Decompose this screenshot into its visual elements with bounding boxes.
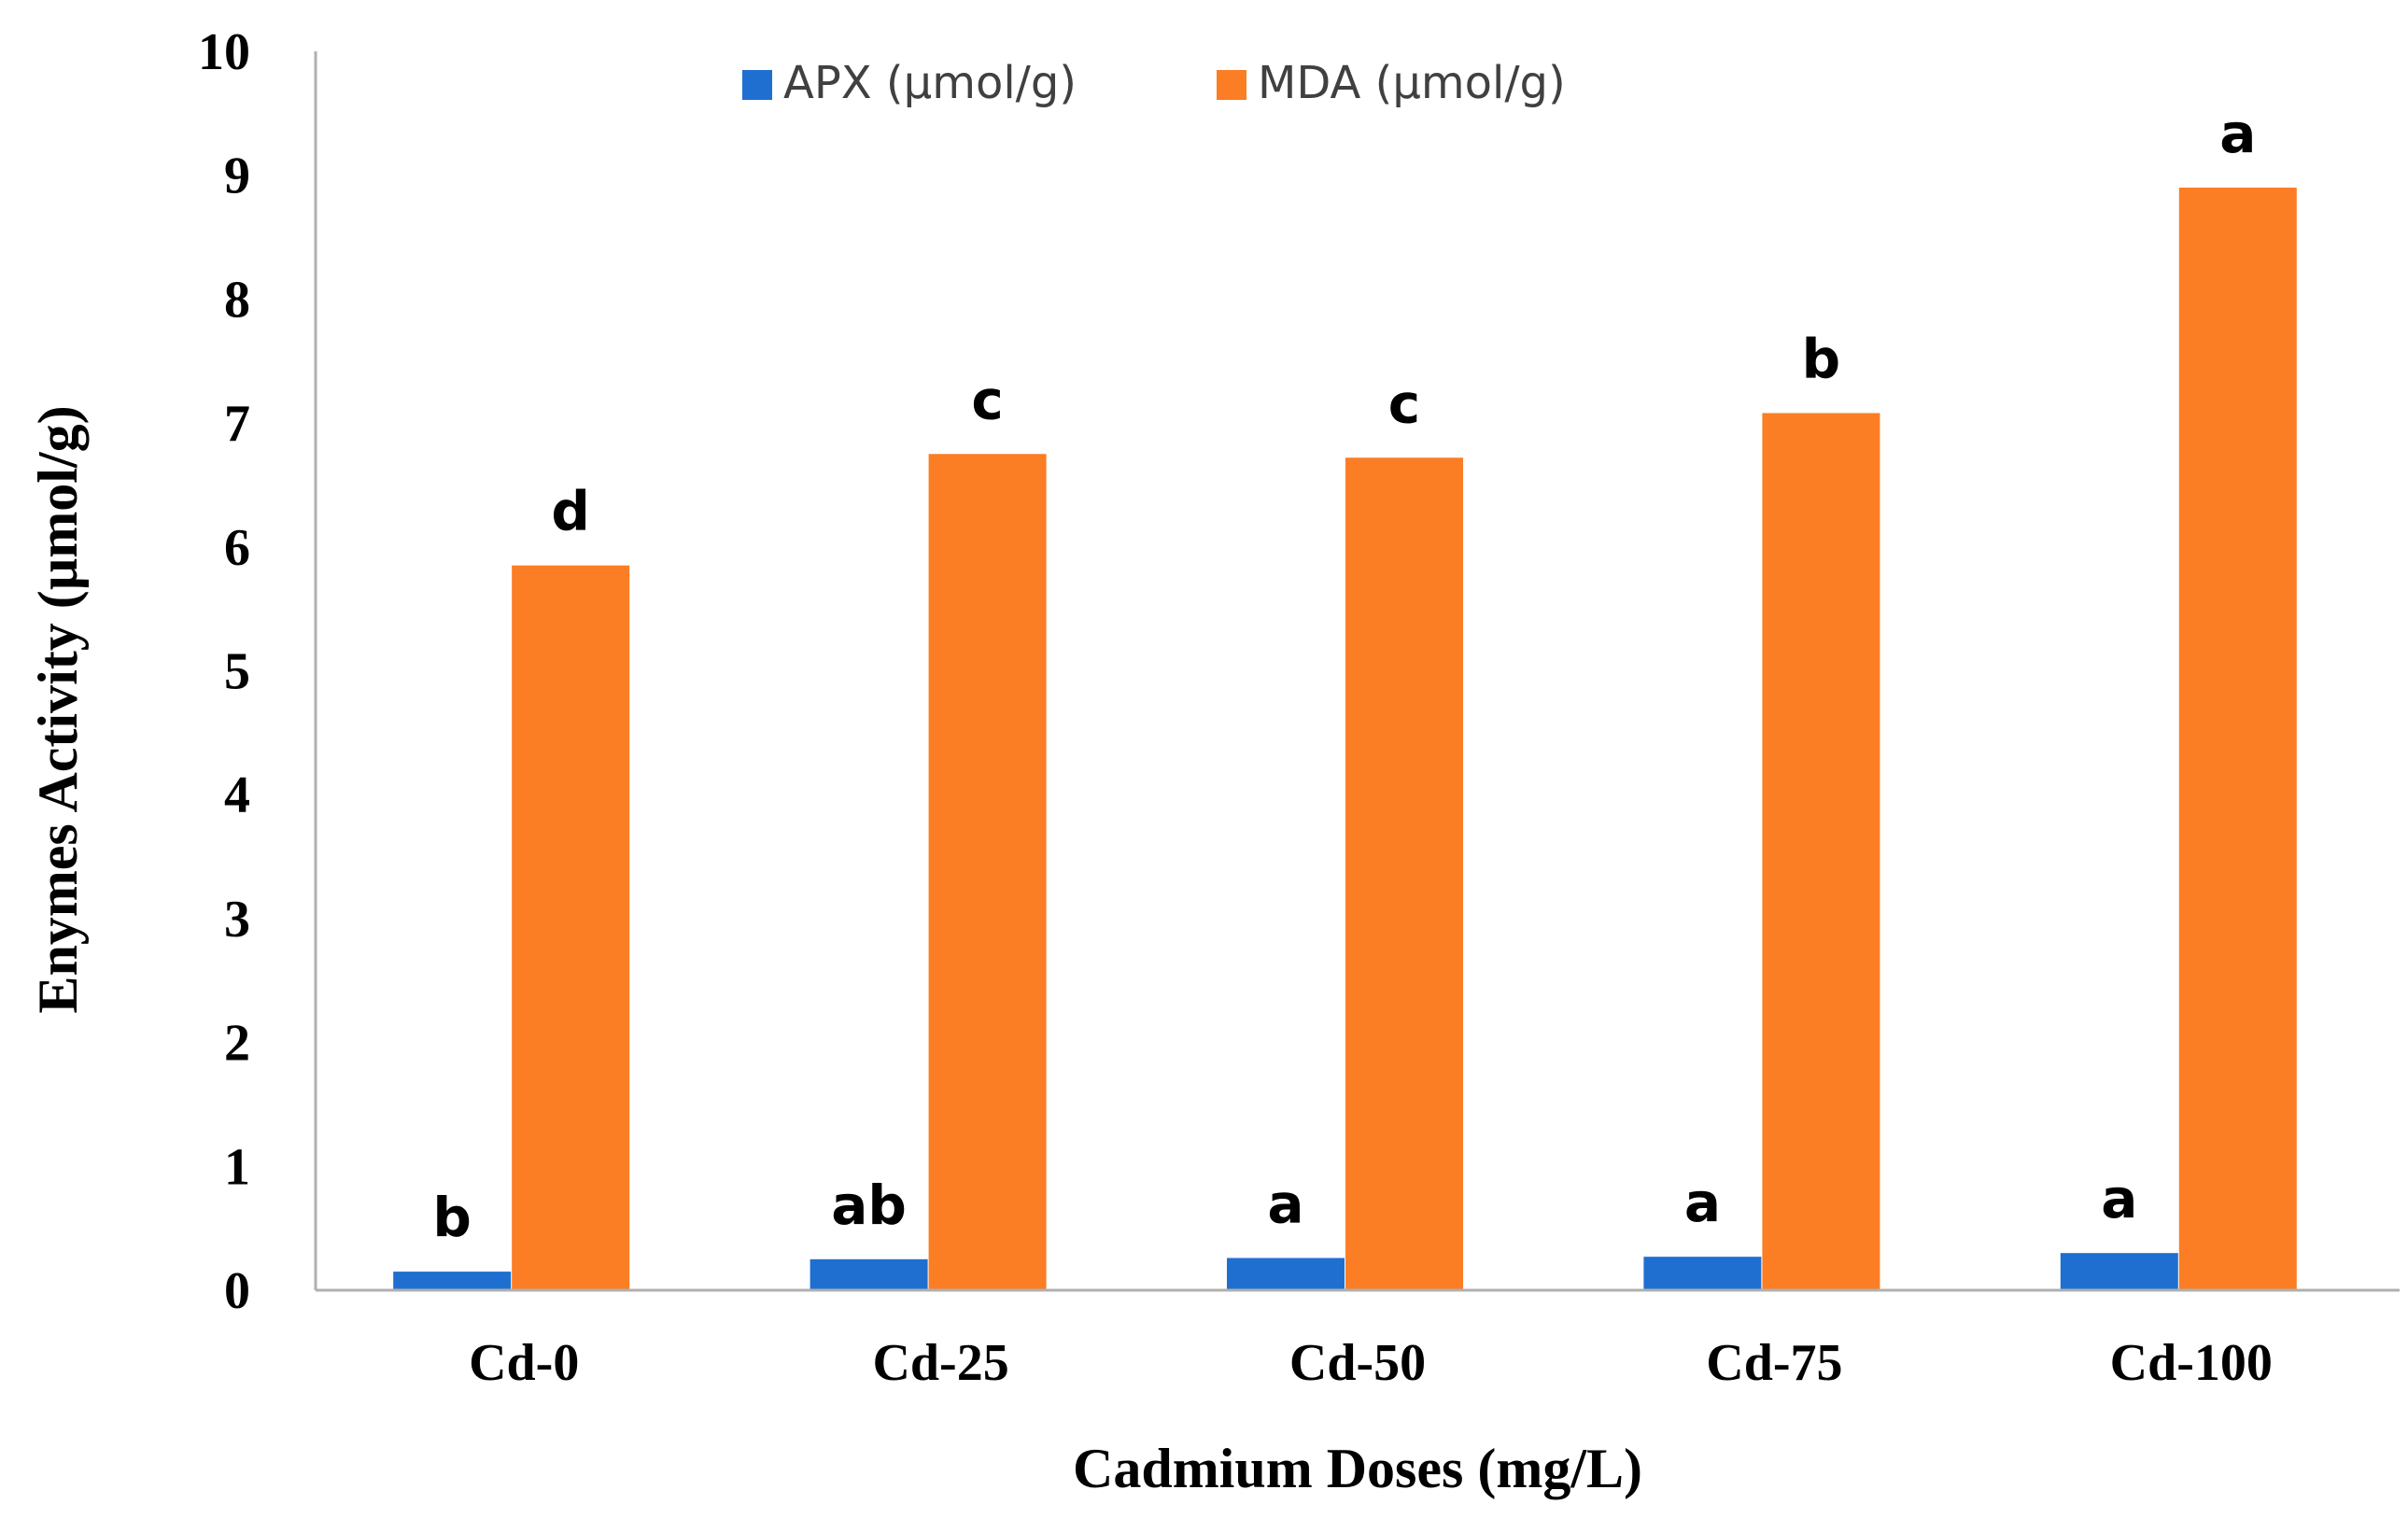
y-tick-label: 10: [198, 23, 250, 81]
y-tick-label: 4: [224, 766, 250, 824]
legend-swatch-apx: [742, 70, 772, 100]
y-tick-label: 2: [224, 1015, 250, 1073]
apx-significance-label: a: [2101, 1167, 2137, 1230]
apx-bar: [1227, 1258, 1345, 1290]
apx-significance-label: ab: [831, 1174, 907, 1237]
mda-bar: [1345, 457, 1463, 1291]
y-tick-label: 8: [224, 271, 250, 329]
legend-label-apx: APX (µmol/g): [783, 57, 1077, 109]
mda-bar: [928, 454, 1047, 1290]
y-tick-label: 7: [224, 395, 250, 453]
y-tick-label: 3: [224, 891, 250, 949]
x-tick-label: Cd-100: [2110, 1334, 2273, 1392]
legend-label-mda: MDA (µmol/g): [1258, 57, 1566, 109]
apx-bar: [393, 1272, 512, 1290]
apx-significance-label: a: [1267, 1172, 1303, 1235]
mda-bar: [2178, 187, 2297, 1291]
y-axis-title: Enymes Activity (µmol/g): [27, 405, 89, 1013]
apx-bar: [1643, 1257, 1762, 1290]
y-tick-label: 0: [224, 1262, 250, 1320]
y-axis-ticks: 0 1 2 3 4 5 6 7 8 9 10: [198, 23, 250, 1320]
x-tick-label: Cd-75: [1706, 1334, 1842, 1392]
mda-significance-label: c: [971, 368, 1003, 431]
mda-significance-label: a: [2219, 102, 2256, 165]
legend: APX (µmol/g) MDA (µmol/g): [742, 57, 1566, 109]
apx-significance-label: a: [1684, 1171, 1721, 1234]
bars: [393, 187, 2297, 1291]
apx-bar: [810, 1258, 928, 1290]
y-tick-label: 5: [224, 643, 250, 701]
mda-significance-label: d: [551, 480, 590, 543]
mda-significance-label: b: [1802, 327, 1841, 390]
mda-significance-label: c: [1388, 372, 1420, 435]
x-axis-ticks: Cd-0 Cd-25 Cd-50 Cd-75 Cd-100: [469, 1334, 2273, 1392]
legend-swatch-mda: [1217, 70, 1246, 100]
y-tick-label: 9: [224, 148, 250, 205]
y-tick-label: 6: [224, 519, 250, 577]
x-tick-label: Cd-50: [1289, 1334, 1426, 1392]
x-axis-title: Cadmium Doses (mg/L): [1073, 1438, 1642, 1499]
x-tick-label: Cd-0: [469, 1334, 579, 1392]
apx-significance-label: b: [432, 1186, 472, 1249]
apx-bar: [2060, 1253, 2178, 1290]
mda-bar: [512, 565, 630, 1290]
y-tick-label: 1: [224, 1138, 250, 1196]
mda-bar: [1762, 413, 1880, 1290]
x-tick-label: Cd-25: [872, 1334, 1008, 1392]
